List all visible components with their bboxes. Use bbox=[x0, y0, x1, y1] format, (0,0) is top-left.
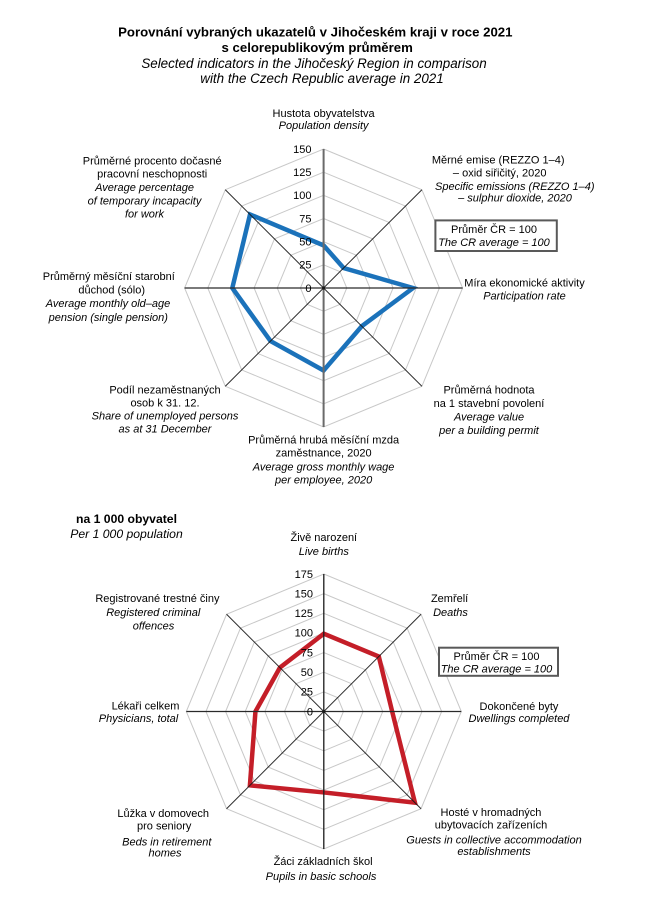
svg-text:100: 100 bbox=[295, 628, 313, 640]
svg-text:homes: homes bbox=[148, 847, 182, 859]
svg-text:75: 75 bbox=[301, 647, 313, 659]
svg-text:Live births: Live births bbox=[299, 546, 350, 558]
svg-text:Share of unemployed persons: Share of unemployed persons bbox=[92, 410, 239, 422]
svg-text:25: 25 bbox=[299, 260, 311, 272]
svg-text:0: 0 bbox=[305, 283, 311, 295]
svg-text:Zemřelí: Zemřelí bbox=[431, 593, 468, 605]
svg-text:Míra ekonomické aktivity: Míra ekonomické aktivity bbox=[464, 277, 585, 289]
svg-text:– sulphur dioxide, 2020: – sulphur dioxide, 2020 bbox=[457, 192, 573, 204]
svg-text:of temporary incapacity: of temporary incapacity bbox=[88, 196, 203, 208]
svg-text:Per 1 000 population: Per 1 000 population bbox=[70, 527, 183, 541]
svg-text:Porovnání vybraných ukazatelů: Porovnání vybraných ukazatelů v Jihočesk… bbox=[118, 25, 512, 40]
svg-text:Hustota obyvatelstva: Hustota obyvatelstva bbox=[273, 108, 376, 120]
svg-text:Registered criminal: Registered criminal bbox=[106, 607, 201, 619]
svg-text:Dwellings completed: Dwellings completed bbox=[469, 713, 571, 725]
svg-text:Podíl nezaměstnaných: Podíl nezaměstnaných bbox=[109, 384, 220, 396]
svg-text:per a building permit: per a building permit bbox=[438, 425, 540, 437]
svg-text:Živě narození: Živě narození bbox=[290, 531, 357, 544]
svg-text:Registrované trestné činy: Registrované trestné činy bbox=[95, 593, 220, 605]
svg-text:Hosté v hromadných: Hosté v hromadných bbox=[441, 807, 542, 819]
svg-text:Lékaři celkem: Lékaři celkem bbox=[112, 700, 180, 712]
svg-text:zaměstnance, 2020: zaměstnance, 2020 bbox=[276, 448, 372, 460]
svg-text:Dokončené byty: Dokončené byty bbox=[480, 701, 559, 713]
svg-text:Průměr ČR = 100: Průměr ČR = 100 bbox=[454, 650, 540, 663]
svg-text:100: 100 bbox=[293, 190, 311, 202]
svg-text:offences: offences bbox=[133, 620, 175, 632]
svg-text:– oxid siřičitý, 2020: – oxid siřičitý, 2020 bbox=[453, 168, 547, 180]
svg-text:ubytovacích zařízeních: ubytovacích zařízeních bbox=[435, 820, 548, 832]
svg-text:Měrné emise (REZZO 1–4): Měrné emise (REZZO 1–4) bbox=[432, 154, 565, 166]
svg-text:0: 0 bbox=[307, 706, 313, 718]
svg-text:Žáci základních škol: Žáci základních škol bbox=[274, 855, 373, 868]
svg-text:Lůžka v domovech: Lůžka v domovech bbox=[117, 808, 209, 820]
svg-text:pension (single pension): pension (single pension) bbox=[48, 312, 169, 324]
svg-text:with the Czech Republic averag: with the Czech Republic average in 2021 bbox=[200, 71, 443, 86]
svg-text:Průměr ČR = 100: Průměr ČR = 100 bbox=[451, 223, 537, 236]
svg-text:Deaths: Deaths bbox=[433, 607, 468, 619]
svg-text:125: 125 bbox=[295, 608, 313, 620]
svg-text:Average monthly old–age: Average monthly old–age bbox=[45, 298, 171, 310]
svg-text:150: 150 bbox=[295, 588, 313, 600]
svg-text:125: 125 bbox=[293, 167, 311, 179]
svg-text:s celorepublikovým průměrem: s celorepublikovým průměrem bbox=[222, 40, 413, 55]
svg-text:Participation rate: Participation rate bbox=[483, 290, 566, 302]
svg-text:75: 75 bbox=[299, 213, 311, 225]
svg-text:osob k 31. 12.: osob k 31. 12. bbox=[130, 397, 199, 409]
svg-text:Průměrný měsíční starobní: Průměrný měsíční starobní bbox=[43, 271, 175, 283]
svg-text:150: 150 bbox=[293, 144, 311, 156]
svg-text:na 1 000 obyvatel: na 1 000 obyvatel bbox=[76, 512, 177, 526]
svg-text:Selected indicators in the Jih: Selected indicators in the Jihočeský Reg… bbox=[141, 56, 486, 71]
svg-text:důchod (sólo): důchod (sólo) bbox=[78, 285, 145, 297]
svg-text:as at 31 December: as at 31 December bbox=[119, 423, 213, 435]
svg-text:pro seniory: pro seniory bbox=[137, 820, 192, 832]
svg-text:175: 175 bbox=[295, 569, 313, 581]
svg-text:The CR average = 100: The CR average = 100 bbox=[438, 237, 550, 249]
svg-text:Average value: Average value bbox=[453, 411, 524, 423]
svg-text:50: 50 bbox=[299, 236, 311, 248]
svg-text:for work: for work bbox=[125, 208, 165, 220]
svg-text:pracovní neschopnosti: pracovní neschopnosti bbox=[97, 168, 207, 180]
svg-text:Average gross monthly wage: Average gross monthly wage bbox=[252, 462, 395, 474]
svg-text:Physicians, total: Physicians, total bbox=[99, 713, 179, 725]
svg-text:Beds in retirement: Beds in retirement bbox=[122, 836, 212, 848]
svg-text:na 1 stavební povolení: na 1 stavební povolení bbox=[434, 398, 545, 410]
svg-text:establishments: establishments bbox=[457, 846, 531, 858]
svg-text:Specific emissions (REZZO 1–4): Specific emissions (REZZO 1–4) bbox=[435, 181, 595, 193]
svg-text:Průměrné procento dočasné: Průměrné procento dočasné bbox=[83, 155, 222, 167]
svg-text:50: 50 bbox=[301, 667, 313, 679]
svg-text:25: 25 bbox=[301, 687, 313, 699]
svg-text:per employee, 2020: per employee, 2020 bbox=[274, 474, 373, 486]
svg-text:Population density: Population density bbox=[279, 120, 370, 132]
svg-text:Průměrná hrubá měsíční mzda: Průměrná hrubá měsíční mzda bbox=[248, 434, 400, 446]
svg-text:Guests in collective accommoda: Guests in collective accommodation bbox=[406, 835, 581, 847]
svg-text:Pupils in basic schools: Pupils in basic schools bbox=[266, 871, 377, 883]
svg-text:Average percentage: Average percentage bbox=[94, 182, 194, 194]
svg-text:Průměrná hodnota: Průměrná hodnota bbox=[443, 384, 535, 396]
svg-text:The CR average = 100: The CR average = 100 bbox=[441, 663, 553, 675]
